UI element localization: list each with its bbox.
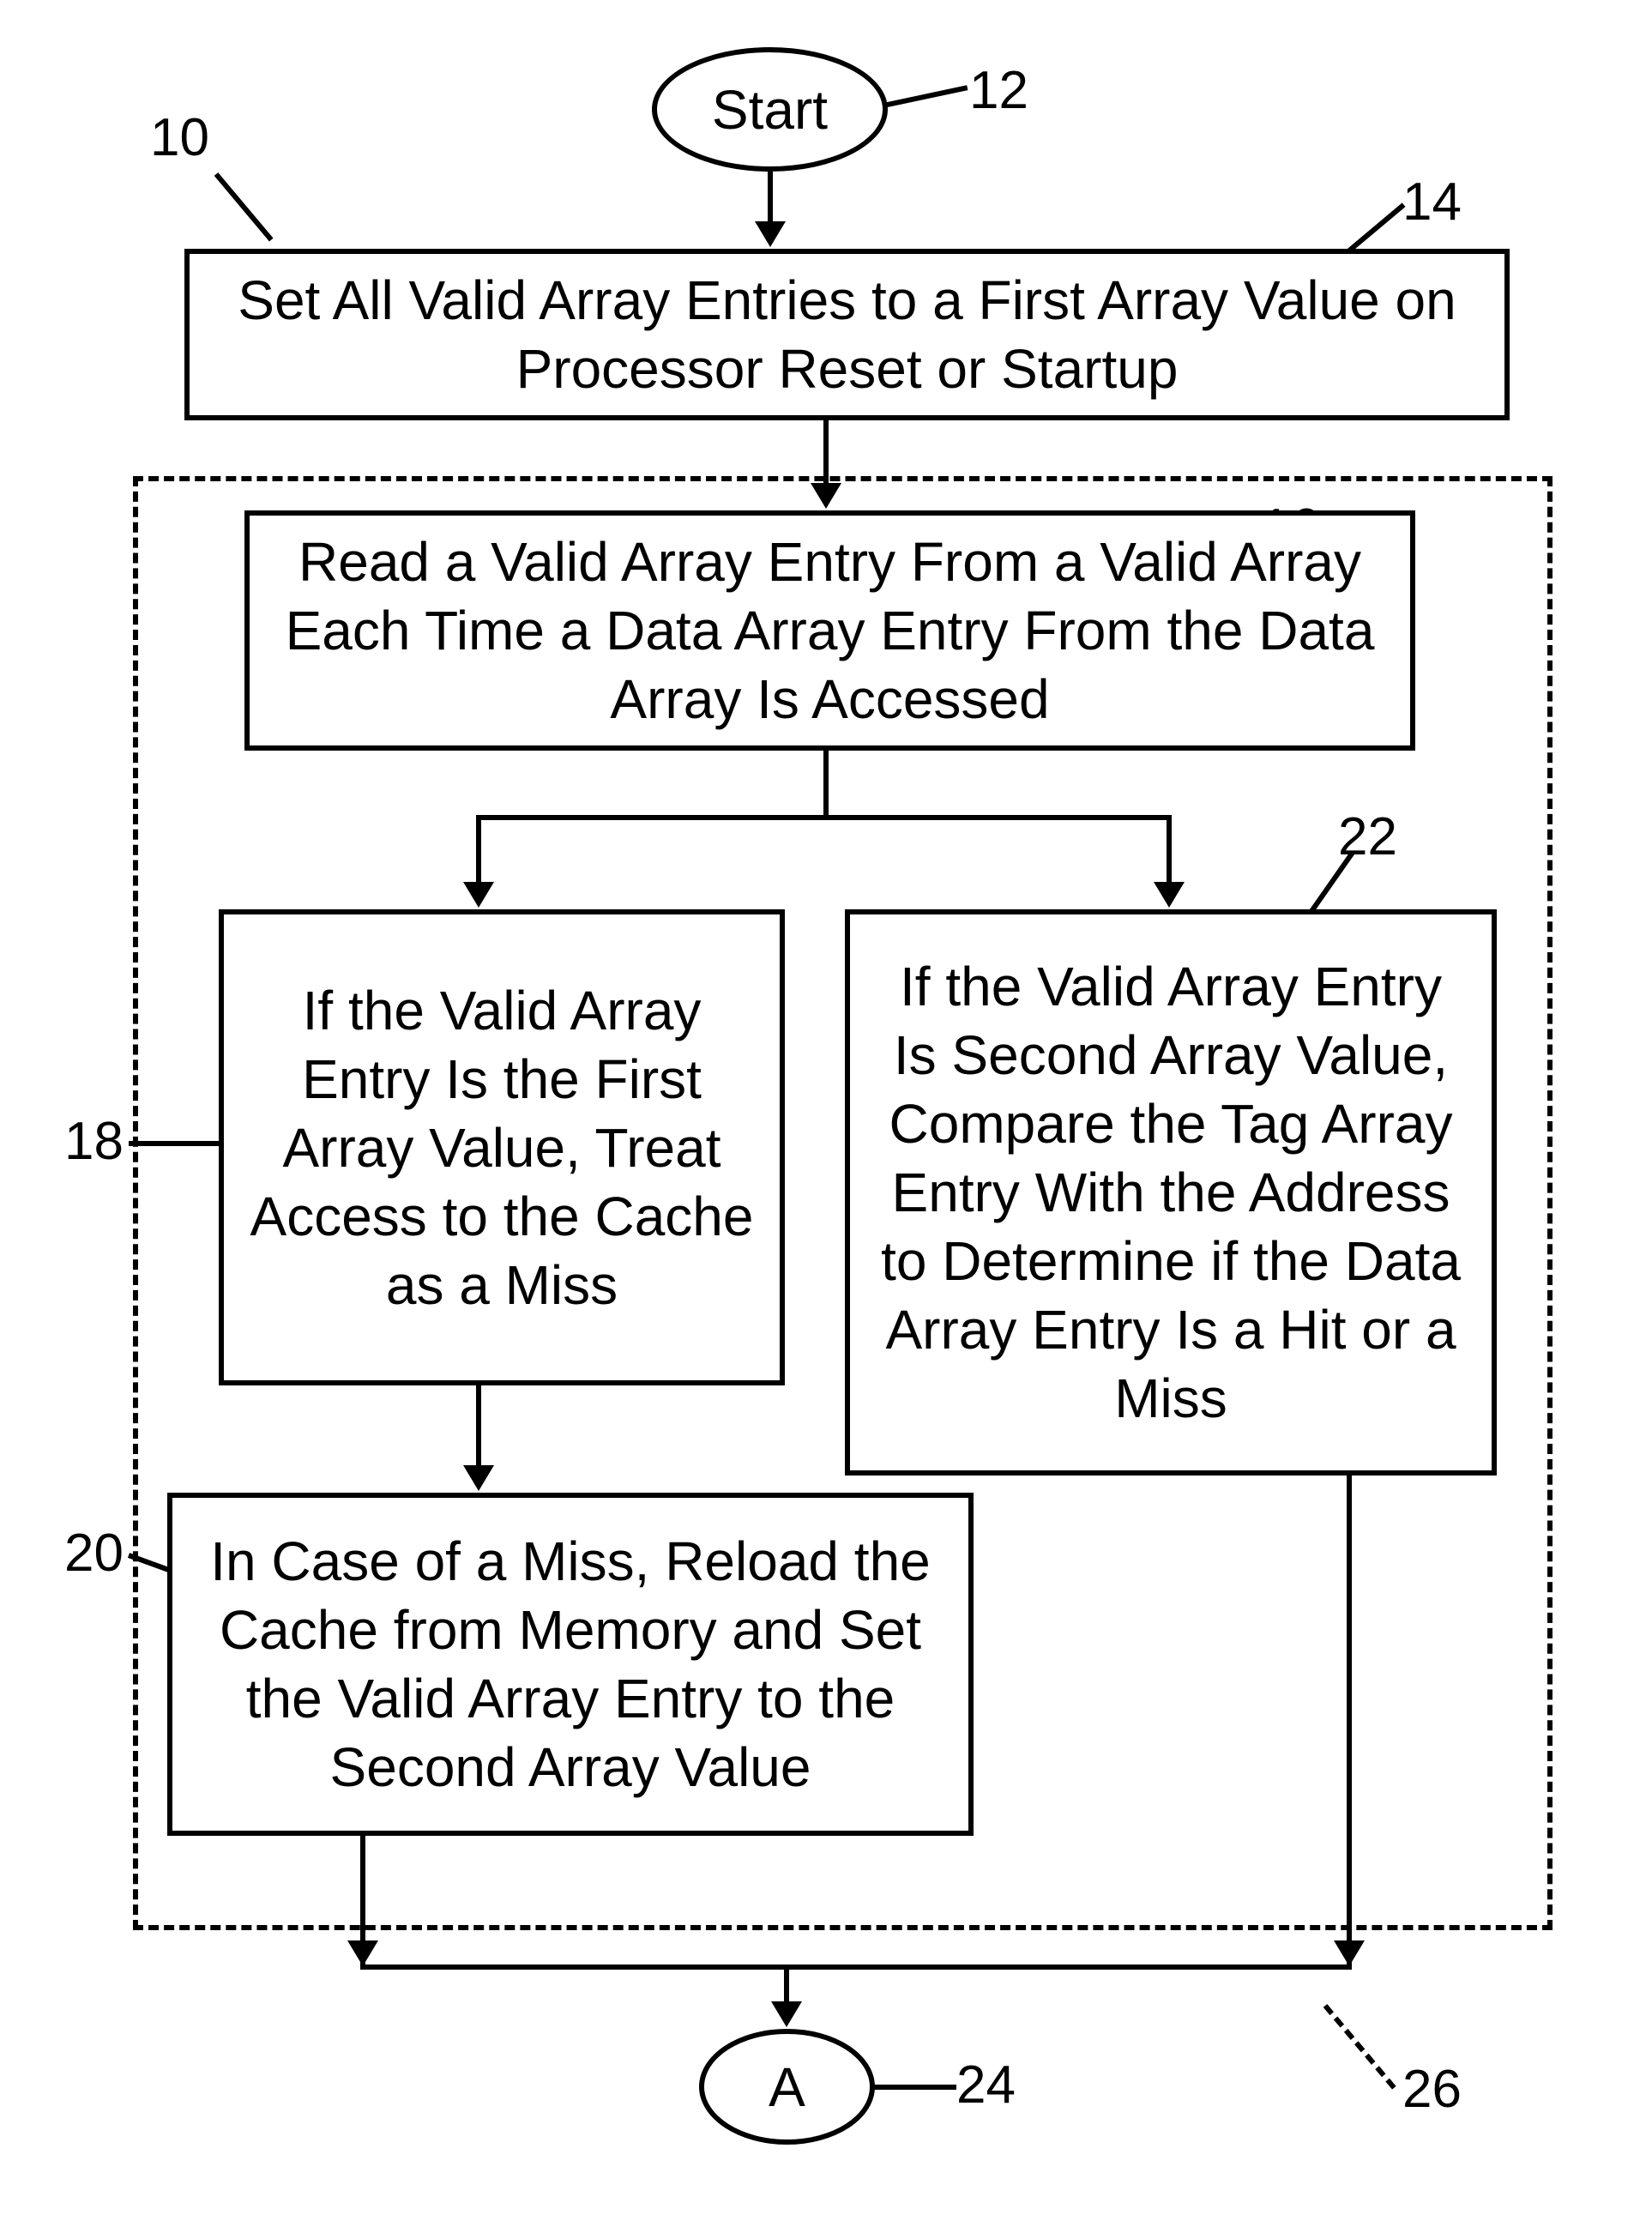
label-12: 12 xyxy=(969,60,1028,121)
edge-start-14 xyxy=(768,172,773,223)
edge-16-22-head xyxy=(1154,882,1185,908)
start-terminal: Start xyxy=(652,47,888,172)
flowchart-canvas: 10 12 14 16 18 20 22 24 26 Start Set All… xyxy=(0,0,1652,2233)
label-20: 20 xyxy=(64,1523,124,1584)
label-14: 14 xyxy=(1402,172,1462,232)
label-10: 10 xyxy=(150,107,209,168)
leader-12 xyxy=(883,85,968,108)
edge-merge-down xyxy=(784,1964,789,2003)
edge-16-stem xyxy=(823,751,829,815)
edge-22-down xyxy=(1347,1476,1352,1964)
leader-24 xyxy=(871,2085,956,2090)
leader-26 xyxy=(1323,2004,1396,2090)
label-18: 18 xyxy=(64,1111,124,1172)
step-20-reload-cache: In Case of a Miss, Reload the Cache from… xyxy=(167,1493,974,1836)
edge-22-join-head xyxy=(1334,1940,1365,1966)
edge-16-18 xyxy=(476,815,481,884)
connector-a: A xyxy=(699,2029,875,2145)
step-14-set-valid-entries: Set All Valid Array Entries to a First A… xyxy=(184,249,1510,420)
label-24: 24 xyxy=(956,2055,1016,2115)
edge-18-20 xyxy=(476,1385,481,1467)
edge-16-hbar xyxy=(476,815,1171,820)
edge-20-join-head xyxy=(347,1940,378,1966)
step-16-read-valid-entry: Read a Valid Array Entry From a Valid Ar… xyxy=(244,510,1415,751)
label-26: 26 xyxy=(1402,2059,1462,2120)
edge-18-20-head xyxy=(463,1465,494,1491)
edge-16-18-head xyxy=(463,882,494,908)
step-22-second-value-compare: If the Valid Array Entry Is Second Array… xyxy=(845,909,1497,1476)
edge-16-22 xyxy=(1167,815,1172,884)
edge-start-14-head xyxy=(755,221,786,247)
edge-14-16 xyxy=(823,420,829,485)
step-18-first-value-miss: If the Valid Array Entry Is the First Ar… xyxy=(219,909,785,1385)
edge-merge-head xyxy=(771,2001,802,2027)
edge-14-16-head xyxy=(811,483,841,509)
leader-10 xyxy=(214,172,274,241)
edge-merge-hbar xyxy=(360,1964,1352,1970)
